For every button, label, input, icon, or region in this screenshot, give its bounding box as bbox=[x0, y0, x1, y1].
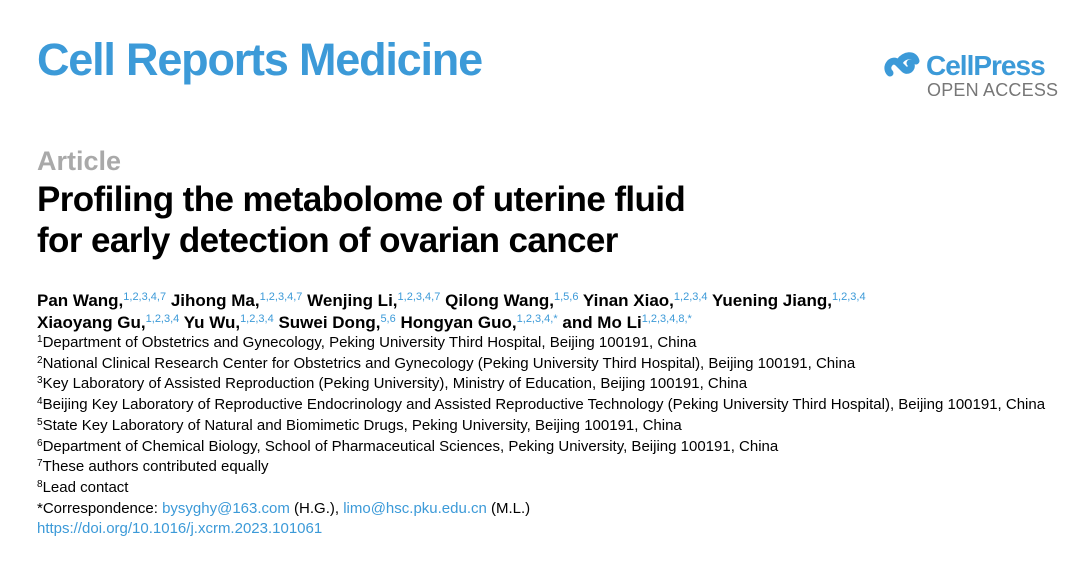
email-link[interactable]: bysyghy@163.com bbox=[162, 499, 290, 517]
author: Hongyan Guo,1,2,3,4,* bbox=[400, 313, 557, 332]
affiliation-number: 6 bbox=[37, 437, 43, 449]
correspondence: *Correspondence: bysyghy@163.com (H.G.),… bbox=[37, 499, 1052, 520]
affiliation-number: 2 bbox=[37, 354, 43, 366]
author-affiliation-refs[interactable]: 1,2,3,4 bbox=[673, 291, 708, 303]
author-affiliation-refs[interactable]: 1,2,3,4 bbox=[145, 313, 180, 325]
affiliation: 5State Key Laboratory of Natural and Bio… bbox=[37, 416, 1052, 437]
author-affiliation-refs[interactable]: 1,2,3,4,7 bbox=[397, 291, 441, 303]
author-name: Yuening Jiang, bbox=[711, 291, 832, 310]
affiliation-text: Department of Chemical Biology, School o… bbox=[42, 437, 779, 455]
correspondence-initials: (M.L.) bbox=[486, 499, 531, 517]
journal-title: Cell Reports Medicine bbox=[37, 34, 483, 85]
author: and Mo Li1,2,3,4,8,* bbox=[562, 313, 691, 332]
article-type: Article bbox=[37, 146, 122, 176]
author-affiliation-refs[interactable]: 1,2,3,4 bbox=[240, 313, 274, 325]
author-affiliation-refs[interactable]: 1,2,3,4,7 bbox=[123, 291, 167, 303]
affiliation-number: 4 bbox=[37, 396, 43, 408]
affiliation-text: These authors contributed equally bbox=[42, 458, 269, 476]
author-name: Pan Wang, bbox=[37, 291, 124, 310]
affiliation-text: National Clinical Research Center for Ob… bbox=[42, 354, 856, 372]
author-name: Yu Wu, bbox=[183, 313, 241, 332]
affiliation-number: 3 bbox=[37, 375, 43, 387]
author: Suwei Dong,5,6 bbox=[278, 313, 395, 332]
publisher-name: CellPress bbox=[926, 50, 1046, 81]
author-affiliation-refs[interactable]: 1,2,3,4,* bbox=[516, 313, 558, 325]
affiliation: 1Department of Obstetrics and Gynecology… bbox=[37, 333, 1052, 354]
author-name: Suwei Dong, bbox=[278, 313, 381, 332]
affiliation: 4Beijing Key Laboratory of Reproductive … bbox=[37, 395, 1052, 416]
affiliation-text: Beijing Key Laboratory of Reproductive E… bbox=[42, 396, 1046, 414]
affiliation-text: Department of Obstetrics and Gynecology,… bbox=[42, 334, 697, 351]
author-affiliation-refs[interactable]: 1,5,6 bbox=[554, 291, 579, 303]
correspondence-initials: (H.G.), bbox=[289, 499, 344, 517]
email-link[interactable]: limo@hsc.pku.edu.cn bbox=[343, 499, 487, 517]
doi: https://doi.org/10.1016/j.xcrm.2023.1010… bbox=[37, 519, 1052, 540]
affiliation: 8Lead contact bbox=[37, 478, 1052, 499]
cellpress-logo: CellPress OPEN ACCESS bbox=[884, 50, 1059, 101]
author-name: Yinan Xiao, bbox=[582, 291, 674, 310]
correspondence-label: *Correspondence: bbox=[37, 499, 163, 517]
open-access-label: OPEN ACCESS bbox=[927, 80, 1059, 100]
affiliation-number: 7 bbox=[37, 458, 43, 470]
author: Xiaoyang Gu,1,2,3,4 bbox=[37, 313, 179, 332]
author-name: Qilong Wang, bbox=[445, 291, 554, 310]
author-name: Jihong Ma, bbox=[170, 291, 260, 310]
affiliation-text: Lead contact bbox=[42, 478, 129, 496]
author-name: Wenjing Li, bbox=[307, 291, 398, 310]
author-list: Pan Wang,1,2,3,4,7 Jihong Ma,1,2,3,4,7 W… bbox=[37, 290, 1047, 334]
author-affiliation-refs[interactable]: 1,2,3,4 bbox=[831, 291, 866, 303]
affiliation: 6Department of Chemical Biology, School … bbox=[37, 437, 1052, 458]
author-name: and Mo Li bbox=[562, 313, 642, 332]
author-affiliation-refs[interactable]: 1,2,3,4,7 bbox=[259, 291, 303, 303]
article-title: Profiling the metabolome of uterine flui… bbox=[37, 179, 686, 261]
doi-link[interactable]: https://doi.org/10.1016/j.xcrm.2023.1010… bbox=[37, 520, 323, 538]
affiliation-number: 1 bbox=[37, 334, 43, 345]
title-line: for early detection of ovarian cancer bbox=[37, 221, 618, 260]
author: Yinan Xiao,1,2,3,4 bbox=[583, 291, 708, 310]
affiliation-number: 5 bbox=[37, 416, 43, 428]
author-affiliation-refs[interactable]: 5,6 bbox=[380, 313, 396, 325]
affiliation: 7These authors contributed equally bbox=[37, 457, 1052, 478]
author: Yuening Jiang,1,2,3,4 bbox=[712, 291, 866, 310]
affiliation-text: State Key Laboratory of Natural and Biom… bbox=[42, 416, 682, 434]
author-name: Hongyan Guo, bbox=[400, 313, 517, 332]
title-line: Profiling the metabolome of uterine flui… bbox=[37, 180, 686, 219]
affiliation: 2National Clinical Research Center for O… bbox=[37, 354, 1052, 375]
affiliation: 3Key Laboratory of Assisted Reproduction… bbox=[37, 374, 1052, 395]
affiliation-number: 8 bbox=[37, 478, 43, 490]
affiliations: 1Department of Obstetrics and Gynecology… bbox=[37, 333, 1052, 540]
author: Jihong Ma,1,2,3,4,7 bbox=[171, 291, 303, 310]
author: Wenjing Li,1,2,3,4,7 bbox=[307, 291, 440, 310]
cellpress-link-icon bbox=[884, 52, 920, 77]
author: Qilong Wang,1,5,6 bbox=[445, 291, 578, 310]
affiliation-text: Key Laboratory of Assisted Reproduction … bbox=[42, 375, 748, 393]
author-affiliation-refs[interactable]: 1,2,3,4,8,* bbox=[641, 313, 692, 325]
author: Pan Wang,1,2,3,4,7 bbox=[37, 291, 166, 310]
author-name: Xiaoyang Gu, bbox=[37, 313, 146, 332]
author: Yu Wu,1,2,3,4 bbox=[184, 313, 274, 332]
